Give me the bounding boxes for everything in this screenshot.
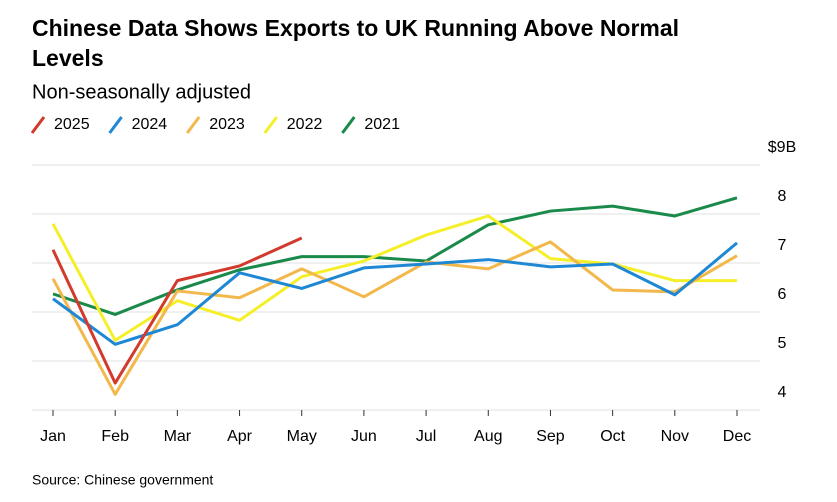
series-line [52, 196, 738, 316]
legend-label: 2024 [132, 116, 168, 133]
series-line [51, 240, 738, 396]
y-tick-label: 6 [778, 286, 787, 303]
series-line [51, 236, 303, 385]
series-line [52, 241, 738, 346]
chart-subtitle: Non-seasonally adjusted [32, 81, 251, 103]
y-tick-label: $9B [768, 139, 796, 156]
legend-label: 2025 [54, 116, 90, 133]
legend-swatch [108, 116, 123, 134]
x-tick-label: Dec [723, 428, 751, 445]
x-tick-label: Mar [164, 428, 192, 445]
legend-label: 2022 [287, 116, 323, 133]
x-tick-label: Sep [536, 428, 565, 445]
legend-swatch [30, 116, 46, 134]
x-tick-label: Jun [351, 428, 377, 445]
y-tick-label: 4 [778, 384, 787, 401]
x-tick-label: Jul [416, 428, 436, 445]
x-tick-label: Jan [40, 428, 66, 445]
x-tick-label: Aug [474, 428, 502, 445]
legend-swatch [341, 116, 356, 134]
legend-swatch [263, 116, 278, 134]
legend-swatch [185, 116, 201, 134]
x-tick-label: Oct [600, 428, 625, 445]
y-tick-label: 5 [778, 335, 787, 352]
y-tick-label: 7 [778, 237, 787, 254]
legend-label: 2023 [209, 116, 245, 133]
x-tick-label: Nov [661, 428, 689, 445]
chart-title: Chinese Data Shows Exports to UK Running… [32, 15, 679, 71]
x-tick-label: Apr [227, 428, 253, 445]
y-tick-label: 8 [778, 188, 787, 205]
source: Source: Chinese government [32, 472, 213, 488]
x-tick-label: May [287, 428, 317, 445]
legend-label: 2021 [364, 116, 400, 133]
x-tick-label: Feb [101, 428, 129, 445]
